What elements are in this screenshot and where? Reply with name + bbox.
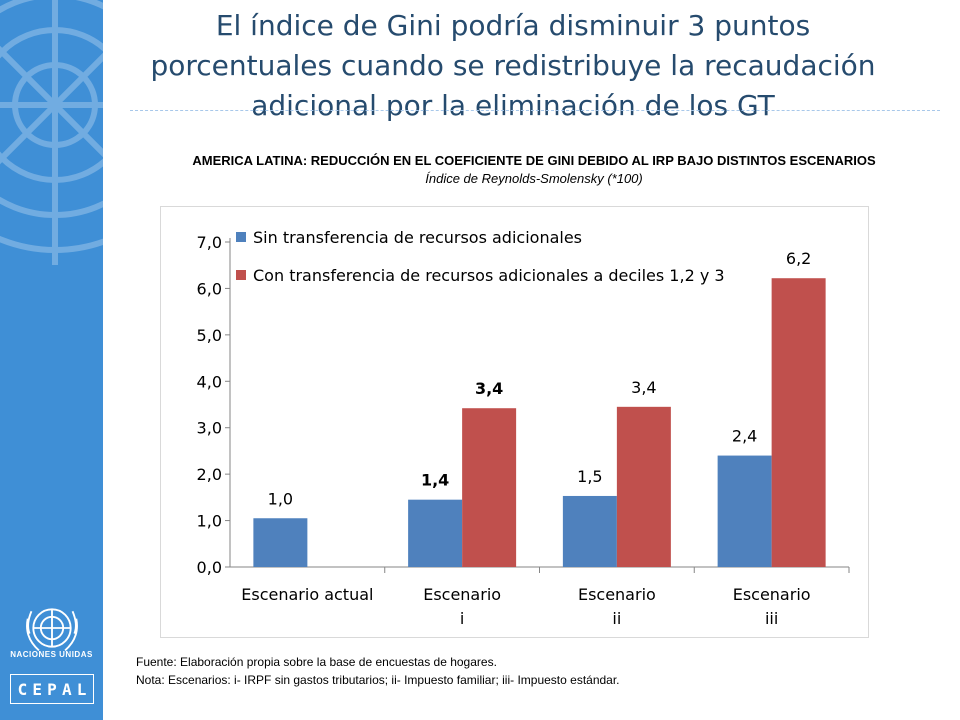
bar — [771, 278, 826, 567]
slide-title-line: adicional por la eliminación de los GT — [251, 89, 775, 122]
slide-title-line: El índice de Gini podría disminuir 3 pun… — [215, 9, 811, 42]
un-emblem-watermark-icon — [0, 0, 103, 265]
data-label: 3,4 — [475, 379, 503, 398]
bar-chart: 0,0 1,0 2,0 3,0 4,0 5,0 6,0 7,0 Escenario actual… — [160, 206, 869, 638]
legend-swatch — [236, 270, 246, 280]
x-tick-label: Escenario — [578, 585, 656, 604]
un-logo-icon — [26, 608, 78, 652]
x-tick-label: iii — [765, 609, 778, 628]
y-tick-label: 6,0 — [197, 279, 222, 298]
footer-source: Fuente: Elaboración propia sobre la base… — [136, 655, 497, 669]
chart-heading: AMERICA LATINA: REDUCCIÓN EN EL COEFICIE… — [192, 153, 876, 168]
legend-label: Con transferencia de recursos adicionale… — [253, 266, 725, 285]
x-tick-label: ii — [612, 609, 621, 628]
x-tick-label: Escenario — [423, 585, 501, 604]
x-tick-label: Escenario actual — [241, 585, 373, 604]
cepal-logo: C E P A L — [10, 674, 94, 704]
bar — [562, 495, 617, 567]
title-divider — [130, 110, 940, 111]
bar — [253, 518, 308, 567]
data-label: 2,4 — [732, 427, 757, 446]
data-label: 3,4 — [631, 378, 656, 397]
y-tick-label: 4,0 — [197, 372, 222, 391]
cepal-letter: L — [76, 679, 87, 699]
y-tick-label: 7,0 — [197, 233, 222, 252]
cepal-letter: A — [61, 679, 72, 699]
un-logo-label: NACIONES UNIDAS — [10, 650, 93, 659]
chart-subheading: Índice de Reynolds-Smolensky (*100) — [425, 171, 643, 186]
y-tick-label: 3,0 — [197, 419, 222, 438]
bar — [717, 455, 772, 567]
cepal-letter: P — [47, 679, 57, 699]
x-tick-label: Escenario — [733, 585, 811, 604]
sidebar-banner: NACIONES UNIDAS C E P A L — [0, 0, 103, 720]
data-label: 1,0 — [268, 489, 293, 508]
x-tick-label: i — [460, 609, 464, 628]
y-tick-label: 5,0 — [197, 326, 222, 345]
slide-title: El índice de Gini podría disminuir 3 pun… — [108, 6, 918, 126]
legend-label: Sin transferencia de recursos adicionale… — [253, 228, 582, 247]
y-tick-label: 2,0 — [197, 465, 222, 484]
footer-note: Nota: Escenarios: i- IRPF sin gastos tri… — [136, 673, 620, 687]
bar — [616, 406, 671, 567]
slide-title-line: porcentuales cuando se redistribuye la r… — [150, 49, 876, 82]
data-label: 1,5 — [577, 467, 602, 486]
chart-area: 0,0 1,0 2,0 3,0 4,0 5,0 6,0 7,0 Escenario actual… — [160, 206, 869, 638]
bar — [408, 499, 463, 567]
cepal-letter: C — [17, 679, 28, 699]
data-label: 1,4 — [421, 471, 449, 490]
data-label: 6,2 — [786, 249, 811, 268]
legend-swatch — [236, 232, 246, 242]
cepal-letter: E — [32, 679, 43, 699]
y-tick-label: 1,0 — [197, 512, 222, 531]
bar — [462, 408, 517, 567]
chart-frame — [160, 206, 869, 638]
y-tick-label: 0,0 — [197, 558, 222, 577]
